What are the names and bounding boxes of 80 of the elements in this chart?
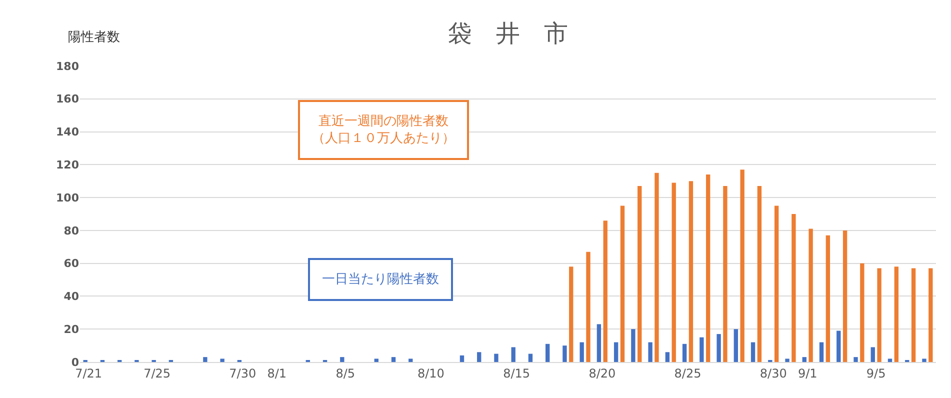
bar bbox=[340, 357, 344, 362]
y-tick-label: 140 bbox=[56, 126, 80, 139]
bar bbox=[785, 358, 790, 362]
bar bbox=[631, 329, 636, 362]
bar bbox=[808, 228, 813, 362]
bar bbox=[569, 266, 574, 362]
bar bbox=[802, 357, 806, 362]
bar bbox=[580, 342, 584, 362]
bar bbox=[391, 357, 396, 362]
bar bbox=[928, 268, 933, 362]
bar bbox=[888, 358, 892, 362]
x-tick-label: 9/1 bbox=[798, 366, 818, 380]
bar bbox=[836, 330, 841, 362]
bar bbox=[203, 357, 208, 362]
x-tick-label: 8/15 bbox=[503, 366, 530, 380]
bar bbox=[750, 342, 756, 362]
bar bbox=[528, 354, 533, 362]
bar bbox=[688, 181, 694, 362]
bar bbox=[894, 266, 898, 362]
bar bbox=[648, 342, 652, 362]
bar bbox=[700, 337, 704, 362]
bar bbox=[757, 186, 762, 362]
bar bbox=[654, 172, 659, 362]
bar bbox=[460, 355, 464, 362]
bar bbox=[826, 235, 830, 362]
bar bbox=[870, 347, 875, 362]
y-axis-title: 陽性者数 bbox=[68, 30, 120, 45]
bar bbox=[511, 347, 516, 362]
bar bbox=[562, 346, 567, 362]
x-tick-label: 8/1 bbox=[267, 366, 287, 380]
bar bbox=[842, 230, 848, 362]
y-tick-label: 120 bbox=[56, 158, 80, 172]
text: 直近一週間の陽性者数（人口１０万人あたり） bbox=[312, 114, 455, 146]
bar bbox=[774, 206, 779, 362]
bar bbox=[494, 354, 498, 362]
bar bbox=[620, 206, 625, 362]
bar bbox=[723, 186, 728, 362]
bar bbox=[860, 263, 864, 362]
x-tick-label: 8/10 bbox=[417, 366, 444, 380]
x-tick-label: 7/25 bbox=[144, 366, 171, 380]
bar bbox=[740, 170, 744, 362]
bar bbox=[614, 342, 618, 362]
text: 一日当たり陽性者数 bbox=[322, 272, 439, 287]
y-tick-label: 0 bbox=[71, 356, 80, 369]
bar bbox=[734, 329, 738, 362]
y-tick-label: 60 bbox=[64, 257, 80, 270]
y-tick-label: 100 bbox=[56, 191, 80, 204]
bar bbox=[220, 358, 224, 362]
x-tick-label: 8/30 bbox=[760, 366, 787, 380]
x-tick-label: 8/25 bbox=[674, 366, 702, 380]
bar bbox=[477, 352, 482, 362]
bar bbox=[672, 182, 676, 362]
bar bbox=[603, 220, 608, 362]
bar bbox=[854, 357, 858, 362]
bar bbox=[682, 344, 687, 362]
x-tick-label: 8/20 bbox=[588, 366, 616, 380]
chart-title: 袋 井 市 bbox=[448, 19, 568, 48]
bar bbox=[911, 268, 916, 362]
x-tick-label: 9/5 bbox=[866, 366, 886, 380]
bar bbox=[706, 174, 710, 362]
bar bbox=[665, 352, 670, 362]
y-tick-label: 20 bbox=[64, 322, 80, 336]
bar bbox=[546, 344, 550, 362]
bar bbox=[586, 252, 590, 362]
bar bbox=[638, 186, 642, 362]
x-tick-label: 8/5 bbox=[336, 366, 356, 380]
y-tick-label: 80 bbox=[64, 224, 80, 238]
bar bbox=[877, 268, 882, 362]
bar bbox=[408, 358, 413, 362]
x-tick-label: 7/30 bbox=[229, 366, 256, 380]
y-tick-label: 180 bbox=[56, 60, 80, 73]
bar bbox=[596, 324, 602, 362]
y-tick-label: 40 bbox=[64, 290, 80, 304]
bar bbox=[792, 214, 796, 362]
bar bbox=[716, 334, 721, 362]
x-tick-label: 7/21 bbox=[75, 366, 102, 380]
y-tick-label: 160 bbox=[56, 92, 80, 106]
bar bbox=[374, 358, 378, 362]
bar bbox=[819, 342, 824, 362]
bar bbox=[922, 358, 926, 362]
